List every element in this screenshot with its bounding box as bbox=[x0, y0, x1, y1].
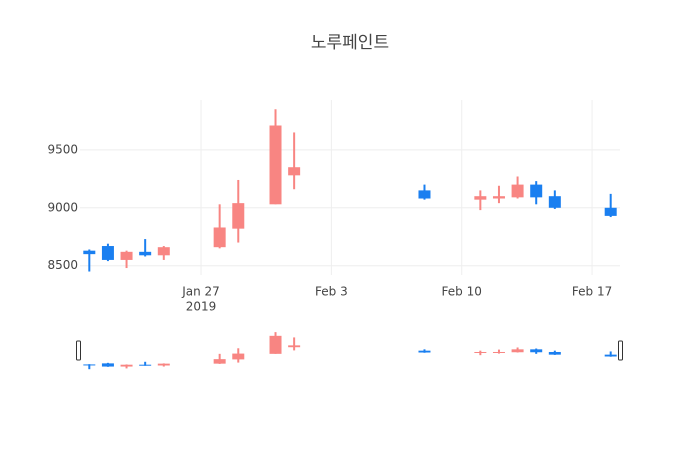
candle-body bbox=[83, 250, 96, 255]
slider-candle-body bbox=[139, 364, 152, 366]
y-tick-label: 8500 bbox=[47, 258, 78, 272]
candle-body bbox=[418, 190, 431, 199]
range-slider[interactable] bbox=[80, 330, 620, 370]
candle-body bbox=[492, 196, 505, 199]
candle-body bbox=[213, 227, 226, 248]
y-tick-label: 9500 bbox=[47, 142, 78, 156]
slider-candle-body bbox=[232, 353, 245, 360]
slider-candle-body bbox=[288, 345, 301, 348]
x-year-label: 2019 bbox=[186, 300, 217, 314]
candle-body bbox=[474, 196, 487, 200]
x-tick-label: Feb 3 bbox=[315, 285, 348, 299]
candle-body bbox=[139, 251, 152, 256]
slider-candle-body bbox=[269, 335, 282, 354]
slider-candle-body bbox=[511, 349, 524, 353]
slider-candle-body bbox=[157, 363, 170, 366]
candle-body bbox=[157, 247, 170, 256]
x-tick-label: Jan 27 bbox=[181, 285, 220, 299]
slider-candle-body bbox=[548, 351, 561, 355]
y-tick-label: 9000 bbox=[47, 200, 78, 214]
slider-candle-body bbox=[492, 351, 505, 353]
candle-body bbox=[101, 246, 114, 260]
slider-candle-body bbox=[101, 363, 114, 367]
slider-candle-body bbox=[530, 349, 543, 353]
candle-body bbox=[120, 251, 133, 260]
candle-body bbox=[232, 203, 245, 229]
candle-body bbox=[511, 184, 524, 198]
chart-title: 노루페인트 bbox=[311, 33, 389, 53]
range-slider-handle[interactable] bbox=[618, 340, 623, 361]
candle-body bbox=[288, 167, 301, 176]
slider-candle-body bbox=[418, 350, 431, 353]
slider-candle-body bbox=[83, 364, 96, 366]
x-tick-label: Feb 17 bbox=[572, 285, 612, 299]
candle-body bbox=[604, 207, 617, 216]
x-tick-label: Feb 10 bbox=[442, 285, 482, 299]
slider-candle-body bbox=[474, 351, 487, 353]
slider-candle-body bbox=[213, 359, 226, 364]
range-slider-handle[interactable] bbox=[76, 340, 81, 361]
candle-body bbox=[548, 196, 561, 208]
candle-body bbox=[530, 184, 543, 198]
candle-body bbox=[269, 125, 282, 205]
slider-candle-body bbox=[604, 354, 617, 357]
slider-candle-body bbox=[120, 364, 133, 367]
